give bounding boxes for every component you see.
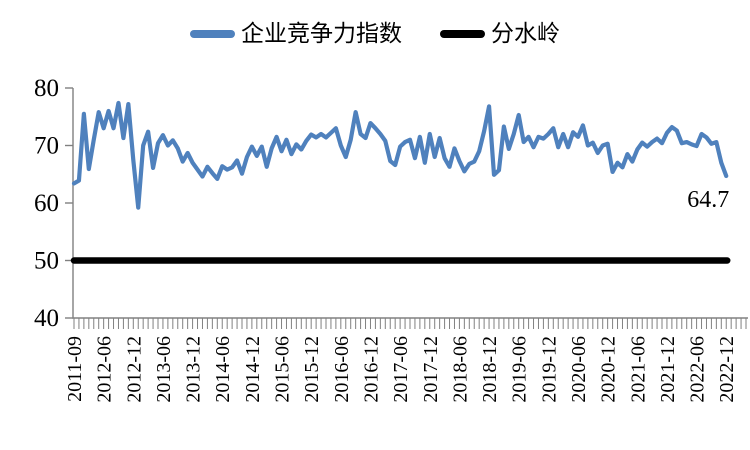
x-axis-label: 2014-06	[212, 336, 234, 403]
legend-label: 分水岭	[491, 21, 560, 46]
y-axis-label: 80	[34, 75, 59, 102]
competitiveness-index-line	[71, 100, 729, 210]
y-axis-label: 70	[34, 133, 59, 160]
legend-line-swatch-blue	[190, 29, 235, 38]
legend-item-competitiveness-index[interactable]: 企业竞争力指数	[190, 22, 402, 45]
x-axis-label: 2012-12	[123, 336, 145, 403]
x-axis-label: 2011-09	[64, 336, 86, 402]
x-axis-label: 2022-12	[716, 336, 738, 403]
y-axis-label: 60	[34, 190, 59, 217]
legend-label: 企业竞争力指数	[241, 21, 402, 46]
x-axis-label: 2015-12	[301, 336, 323, 403]
x-axis-label: 2018-12	[479, 336, 501, 403]
last-value-annotation: 64.7	[687, 187, 729, 213]
x-axis-label: 2017-12	[420, 336, 442, 403]
x-axis-label: 2019-12	[538, 336, 560, 403]
axes-lines	[72, 88, 748, 319]
x-axis-label: 2019-06	[509, 336, 531, 403]
x-axis-label: 2015-06	[272, 336, 294, 403]
legend-item-watershed[interactable]: 分水岭	[440, 22, 560, 45]
x-axis-label: 2022-06	[687, 336, 709, 403]
x-axis-label: 2013-06	[153, 336, 175, 403]
chart-legend: 企业竞争力指数 分水岭	[0, 22, 750, 45]
x-axis-label: 2017-06	[390, 336, 412, 403]
x-axis-label: 2013-12	[183, 336, 205, 403]
x-axis-label: 2012-06	[94, 336, 116, 403]
x-axis-label: 2021-12	[657, 336, 679, 403]
legend-line-swatch-black	[440, 29, 485, 38]
x-axis-label: 2018-06	[449, 336, 471, 403]
x-axis-label: 2016-06	[331, 336, 353, 403]
x-axis-label: 2014-12	[242, 336, 264, 403]
y-axis-label: 50	[34, 248, 59, 275]
x-axis-label: 2020-12	[598, 336, 620, 403]
y-axis-label: 40	[34, 305, 59, 332]
x-axis-label: 2020-06	[568, 336, 590, 403]
x-axis-label: 2016-12	[360, 336, 382, 403]
x-axis-label: 2021-06	[627, 336, 649, 403]
